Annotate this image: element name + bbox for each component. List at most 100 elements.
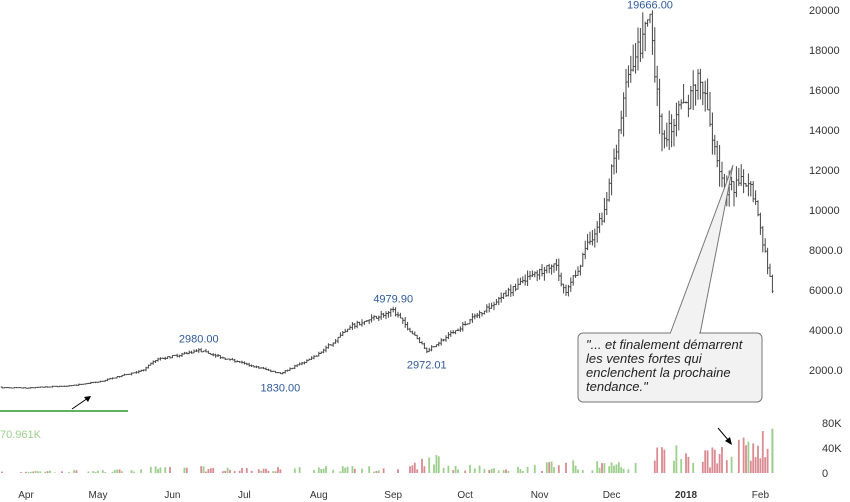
ohlc-bar [356, 320, 359, 329]
ohlc-bar [747, 173, 750, 197]
ohlc-bar [730, 176, 733, 191]
ohlc-bar [5, 387, 8, 389]
volume-bar [322, 468, 325, 473]
ohlc-bar [509, 284, 512, 297]
ohlc-bar [476, 312, 479, 319]
ohlc-bar [387, 311, 390, 318]
ohlc-bar [99, 380, 102, 383]
volume-bar [313, 469, 315, 473]
ohlc-bar [315, 355, 318, 357]
ohlc-bar [147, 364, 150, 369]
ohlc-bar [173, 354, 176, 357]
ohlc-bar [586, 234, 589, 251]
volume-bar [332, 469, 335, 473]
ohlc-bar [399, 312, 402, 319]
ohlc-bar [77, 383, 80, 386]
volume-bar [377, 470, 380, 473]
ohlc-bar [656, 65, 659, 107]
volume-bar [279, 469, 282, 473]
ohlc-bar [128, 373, 131, 375]
volume-bar [553, 467, 555, 473]
ohlc-bar [164, 356, 167, 361]
volume-bar [274, 471, 277, 473]
ohlc-bar [411, 330, 414, 335]
volume-bar [185, 467, 188, 473]
volume-bar [212, 467, 215, 473]
volume-bar [627, 469, 630, 473]
ohlc-bar [178, 354, 181, 358]
volume-bar [87, 471, 90, 473]
ohlc-bar [464, 321, 467, 326]
ohlc-bar [567, 284, 570, 297]
ohlc-bar [17, 387, 20, 389]
volume-bar [49, 470, 51, 473]
ohlc-bar [334, 338, 337, 344]
ohlc-bar [300, 361, 304, 366]
ohlc-bar [591, 229, 594, 246]
ohlc-bar [200, 348, 203, 353]
ohlc-bar [159, 357, 162, 361]
ohlc-bar [332, 342, 335, 347]
volume-bar [437, 456, 440, 473]
volume-bar [413, 462, 416, 473]
ohlc-bar [8, 387, 11, 389]
ohlc-bar [569, 277, 572, 292]
ohlc-bar [579, 264, 582, 276]
volume-bar [382, 468, 385, 473]
ohlc-bar [713, 134, 716, 155]
ohlc-bar [581, 252, 584, 267]
volume-bar [260, 470, 263, 473]
volume-bar [27, 471, 30, 473]
ohlc-bar [692, 70, 695, 110]
volume-bar [39, 471, 42, 473]
ohlc-bar [358, 321, 361, 326]
y-axis: 20000 18000 16000 14000 12000 10000 8000.0 6000… [809, 5, 843, 377]
volume-bar [526, 466, 529, 473]
volume-bar [557, 465, 560, 473]
ohlc-bar [512, 285, 515, 297]
ohlc-bar [471, 313, 474, 323]
ohlc-bar [341, 331, 344, 337]
ohlc-bar [548, 263, 551, 274]
ohlc-bar [243, 361, 246, 365]
volume-bar [521, 471, 524, 473]
volume-bar [44, 471, 47, 473]
volume-bar [250, 470, 253, 473]
volume-bar [730, 456, 733, 473]
volume-bar [764, 457, 767, 473]
ohlc-bar [255, 365, 258, 369]
ohlc-bar [545, 265, 548, 274]
ohlc-bar [764, 238, 767, 253]
ohlc-bar [716, 140, 719, 168]
ohlc-bar [336, 336, 340, 344]
ohlc-bar [572, 275, 575, 286]
ohlc-bar [308, 358, 311, 361]
ohlc-bar [368, 319, 371, 324]
ohlc-bar [756, 200, 760, 217]
ohlc-bar [696, 69, 700, 100]
volume-bar [752, 443, 755, 473]
volume-bar [457, 469, 459, 473]
ohlc-bar [660, 113, 664, 152]
ohlc-bar [166, 356, 169, 359]
ohlc-bar [382, 312, 385, 318]
volume-axis: 80K 40K 0 [822, 418, 842, 480]
volume-tick-label: 0 [822, 468, 828, 480]
ohlc-bar [519, 277, 522, 286]
ohlc-bar [372, 315, 376, 321]
ohlc-bar [504, 290, 508, 298]
volume-bar [113, 469, 116, 473]
ohlc-bar [456, 328, 460, 332]
volume-bar [713, 449, 716, 473]
volume-bars [1, 428, 774, 473]
volume-bar [101, 470, 104, 473]
volume-bar [483, 468, 486, 473]
ohlc-bar [576, 266, 580, 276]
ohlc-bar [507, 287, 510, 297]
ohlc-bar [461, 322, 464, 332]
ohlc-bar [168, 356, 172, 359]
x-tick-label: May [89, 490, 108, 501]
volume-bar [742, 437, 745, 473]
ohlc-bar [154, 360, 157, 364]
ohlc-bar [142, 369, 145, 372]
